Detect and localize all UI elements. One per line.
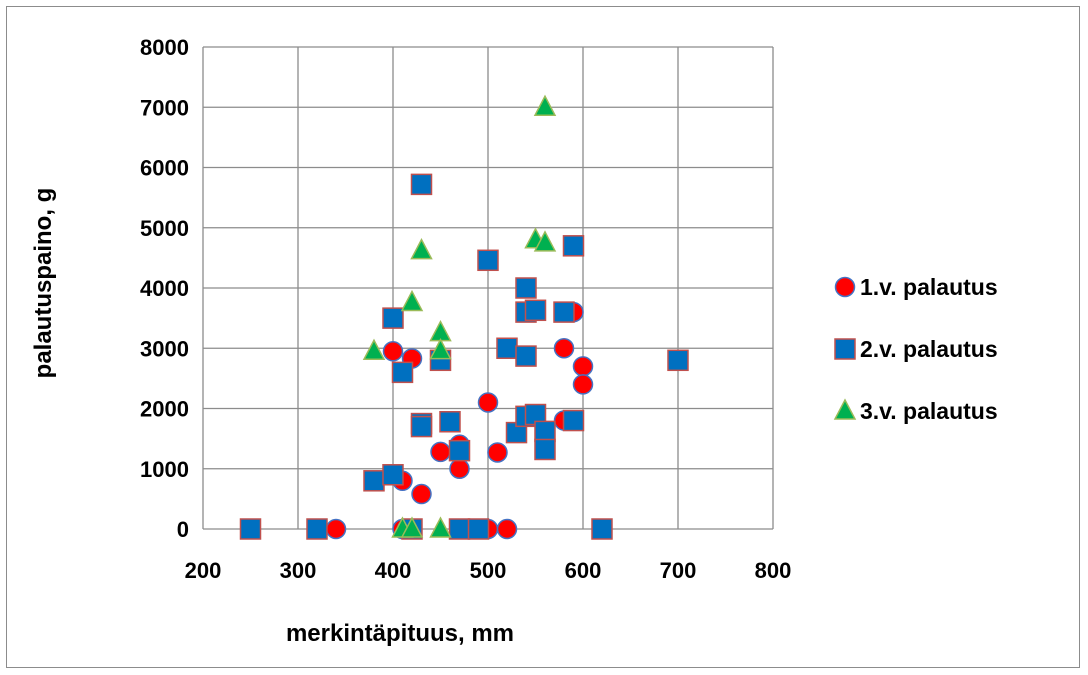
data-point-square <box>591 518 613 540</box>
x-axis-ticks: 200 300 400 500 600 700 800 <box>185 558 792 583</box>
data-point-square <box>534 438 556 461</box>
series-2-points <box>239 173 689 540</box>
x-tick-label: 600 <box>565 558 602 583</box>
y-tick-label: 2000 <box>140 397 189 422</box>
data-point-circle <box>382 341 404 362</box>
data-point-square <box>306 518 328 540</box>
data-point-square <box>382 464 404 486</box>
legend-item-1: 1.v. palautus <box>834 274 998 300</box>
chart-frame: 0 1000 2000 3000 4000 5000 6000 7000 8000 200 300… <box>6 6 1080 668</box>
data-point-circle <box>496 518 518 540</box>
data-point-square <box>524 299 547 322</box>
data-point-square <box>391 361 414 384</box>
data-point-circle <box>449 458 470 479</box>
legend-marker-square <box>834 338 856 360</box>
data-point-square <box>410 415 433 438</box>
y-tick-label: 6000 <box>140 156 189 181</box>
y-tick-label: 5000 <box>140 216 189 241</box>
y-tick-label: 1000 <box>140 457 189 482</box>
legend-label: 1.v. palautus <box>860 274 998 300</box>
data-point-circle <box>430 441 451 463</box>
x-axis-title: merkintäpituus, mm <box>286 620 514 647</box>
data-point-square <box>448 518 471 540</box>
data-point-square <box>382 307 404 329</box>
data-point-square <box>448 439 471 462</box>
data-point-circle <box>477 392 499 413</box>
data-point-triangle <box>533 230 557 252</box>
x-tick-label: 300 <box>280 558 317 583</box>
data-point-triangle <box>429 338 452 360</box>
data-point-triangle <box>533 94 557 116</box>
data-point-circle <box>572 374 594 395</box>
legend-item-3: 3.v. palautus <box>833 398 998 424</box>
data-point-square <box>410 173 433 196</box>
y-tick-label: 3000 <box>140 336 189 361</box>
x-tick-label: 700 <box>660 558 697 583</box>
legend-label: 2.v. palautus <box>860 336 998 362</box>
data-point-square <box>467 518 490 540</box>
data-point-square <box>562 409 585 432</box>
data-point-triangle <box>429 516 452 538</box>
legend: 1.v. palautus 2.v. palautus 3.v. palautus <box>833 274 998 424</box>
data-point-square <box>515 345 537 367</box>
data-point-square <box>562 235 585 257</box>
legend-label: 3.v. palautus <box>860 398 998 424</box>
data-point-square <box>496 337 518 359</box>
data-point-square <box>667 349 689 372</box>
scatter-chart: 0 1000 2000 3000 4000 5000 6000 7000 8000 200 300… <box>30 35 998 647</box>
legend-marker-circle <box>834 276 856 298</box>
data-point-circle <box>411 483 432 505</box>
x-tick-label: 200 <box>185 558 222 583</box>
data-point-circle <box>325 518 347 540</box>
x-tick-label: 500 <box>470 558 507 583</box>
y-tick-label: 4000 <box>140 276 189 301</box>
data-point-triangle <box>362 338 386 361</box>
data-point-square <box>534 420 556 443</box>
series-3-points <box>362 94 557 538</box>
legend-marker-triangle <box>833 398 857 420</box>
data-point-circle <box>553 338 575 359</box>
data-point-triangle <box>400 289 424 312</box>
data-point-square <box>553 301 575 323</box>
data-point-square <box>477 249 499 272</box>
data-point-triangle <box>429 319 452 342</box>
y-tick-label: 8000 <box>140 35 189 60</box>
y-axis-title: palautuspaino, g <box>30 188 57 379</box>
data-point-square <box>515 277 537 299</box>
data-point-triangle <box>410 238 433 260</box>
y-axis-ticks: 0 1000 2000 3000 4000 5000 6000 7000 8000 <box>140 35 189 542</box>
x-tick-label: 400 <box>375 558 412 583</box>
data-point-circle <box>487 442 508 463</box>
x-tick-label: 800 <box>755 558 792 583</box>
grid <box>202 46 774 530</box>
y-tick-label: 0 <box>177 517 189 542</box>
y-tick-label: 7000 <box>140 95 189 120</box>
data-point-square <box>439 411 461 433</box>
data-point-square <box>363 470 385 492</box>
data-point-square <box>239 518 262 540</box>
legend-item-2: 2.v. palautus <box>834 336 998 362</box>
data-point-circle <box>572 356 594 377</box>
data-point-triangle <box>400 516 424 538</box>
data-points <box>239 94 689 540</box>
